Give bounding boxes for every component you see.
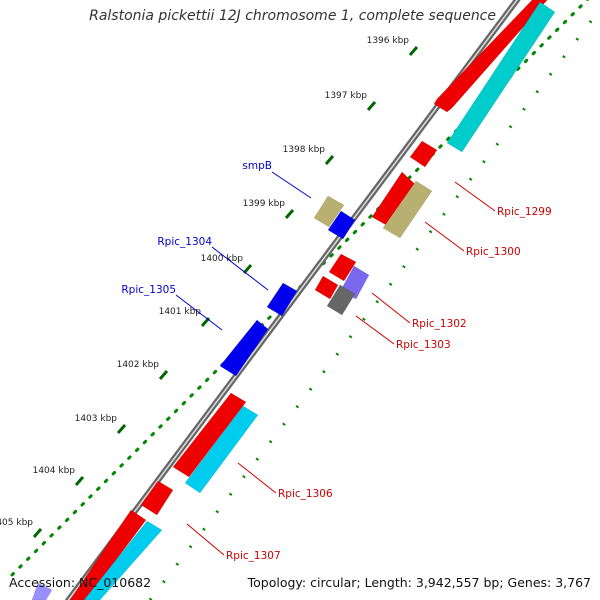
ruler-tick-mark bbox=[74, 476, 85, 486]
ruler-tick-mark bbox=[158, 370, 169, 380]
topology-text: Topology: circular; Length: 3,942,557 bp… bbox=[247, 575, 591, 590]
cds-rpic-1302 bbox=[328, 253, 357, 282]
gene-smpb bbox=[327, 210, 356, 240]
ruler-tick-label: 1401 kbp bbox=[159, 307, 202, 317]
leader-line-rpic_1303 bbox=[355, 315, 395, 345]
gene-label-rpic_1300: Rpic_1300 bbox=[466, 246, 521, 258]
ruler-tick-label: 1404 kbp bbox=[33, 466, 76, 476]
inner-dashed-ruler bbox=[148, 11, 600, 600]
leader-line-smpb bbox=[271, 171, 312, 199]
leader-line-rpic_1306 bbox=[237, 462, 277, 494]
gene-rpic-1305 bbox=[219, 319, 269, 377]
leader-line-rpic_1307 bbox=[186, 523, 225, 556]
ruler-tick-label: 1402 kbp bbox=[117, 360, 160, 370]
ruler-tick-label: 1405 kbp bbox=[0, 518, 33, 528]
ruler-tick-mark bbox=[242, 264, 253, 274]
leader-line-rpic_1305 bbox=[175, 294, 223, 331]
gene-label-rpic_1303: Rpic_1303 bbox=[396, 339, 451, 351]
gene-label-rpic_1302: Rpic_1302 bbox=[412, 318, 467, 330]
gene-label-rpic_1305: Rpic_1305 bbox=[121, 284, 176, 296]
ruler-tick-mark bbox=[408, 46, 419, 56]
map-title: Ralstonia pickettii 12J chromosome 1, co… bbox=[89, 8, 496, 24]
gene-rpic-1306 bbox=[184, 405, 259, 494]
ruler-tick-mark bbox=[324, 155, 335, 165]
cds-rpic-1302b bbox=[314, 275, 339, 300]
cds-rpic-1299-tail bbox=[433, 98, 453, 113]
gene-label-rpic_1304: Rpic_1304 bbox=[157, 236, 212, 248]
cds-rpic-1306 bbox=[172, 392, 247, 478]
ruler-tick-label: 1399 kbp bbox=[243, 199, 286, 209]
cds-rpic-1307 bbox=[140, 480, 174, 516]
ruler-tick-label: 1397 kbp bbox=[325, 91, 368, 101]
gene-rpic-1303 bbox=[326, 284, 356, 316]
leader-line-rpic_1300 bbox=[424, 221, 465, 252]
gene-label-rpic_1299: Rpic_1299 bbox=[497, 206, 552, 218]
rna-smpb bbox=[313, 195, 345, 228]
leader-line-rpic_1302 bbox=[371, 292, 411, 324]
cds-rpic-1307b bbox=[69, 509, 147, 600]
rna-rpic-1300 bbox=[382, 180, 433, 239]
leader-line-rpic_1299 bbox=[454, 181, 496, 212]
ruler-tick-mark bbox=[366, 101, 377, 111]
accession-text: Accession: NC_010682 bbox=[9, 575, 152, 590]
ruler-tick-mark bbox=[284, 209, 295, 219]
ruler-tick-label: 1400 kbp bbox=[201, 254, 244, 264]
gene-label-rpic_1307: Rpic_1307 bbox=[226, 550, 281, 562]
leader-line-rpic_1304 bbox=[211, 246, 269, 291]
gene-label-rpic_1306: Rpic_1306 bbox=[278, 488, 333, 500]
gene-edge-left bbox=[31, 582, 53, 600]
cds-rpic-1300 bbox=[409, 140, 438, 168]
ruler-tick-mark bbox=[32, 528, 43, 538]
ruler-tick-mark bbox=[116, 424, 127, 434]
ruler-tick-label: 1396 kbp bbox=[367, 36, 410, 46]
ruler-tick-label: 1403 kbp bbox=[75, 414, 118, 424]
gene-label-smpb: smpB bbox=[242, 160, 272, 172]
gene-rpic-1299 bbox=[446, 1, 556, 153]
gene-rpic-1307 bbox=[83, 520, 163, 600]
ruler-tick-label: 1398 kbp bbox=[283, 145, 326, 155]
gene-rpic-1304 bbox=[266, 282, 298, 317]
